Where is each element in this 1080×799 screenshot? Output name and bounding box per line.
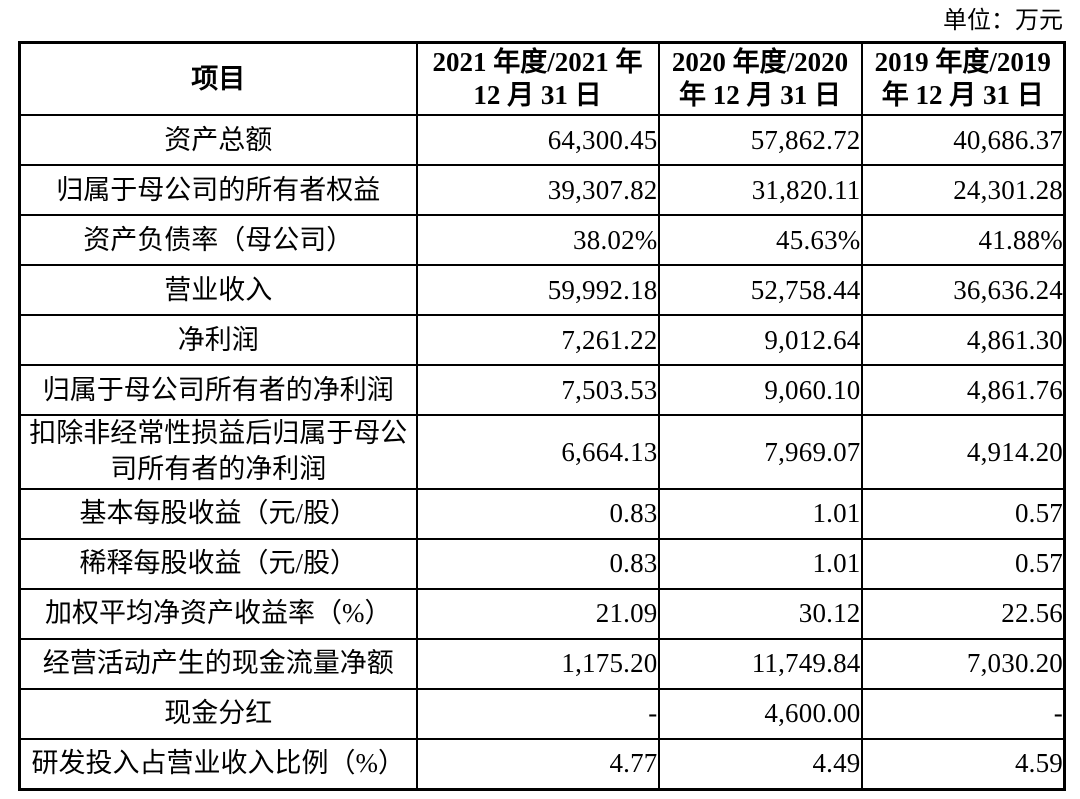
row-value: 4,914.20 [860, 414, 1066, 490]
column-header-year-2020: 2020 年度/2020 年 12 月 31 日 [657, 41, 863, 117]
column-header-line: 年 12 月 31 日 [679, 80, 841, 111]
row-label: 扣除非经常性损益后归属于母公司所有者的净利润 [18, 414, 418, 490]
row-value: 45.63% [657, 214, 863, 267]
row-value: 7,261.22 [415, 314, 660, 367]
row-value: 52,758.44 [657, 264, 863, 317]
table-row-1: 归属于母公司的所有者权益 39,307.82 31,820.11 24,301.28 [18, 164, 1066, 217]
row-value: 11,749.84 [657, 637, 863, 690]
row-value: 4.49 [657, 737, 863, 791]
table-row-3: 营业收入 59,992.18 52,758.44 36,636.24 [18, 264, 1066, 317]
table-row-10: 经营活动产生的现金流量净额 1,175.20 11,749.84 7,030.20 [18, 637, 1066, 690]
row-value: 4,600.00 [657, 687, 863, 740]
table-body: 资产总额 64,300.45 57,862.72 40,686.37 归属于母公司的所有… [18, 114, 1066, 791]
row-value: 64,300.45 [415, 114, 660, 167]
row-value: 7,030.20 [860, 637, 1066, 690]
row-value: 24,301.28 [860, 164, 1066, 217]
table-row-2: 资产负债率（母公司） 38.02% 45.63% 41.88% [18, 214, 1066, 267]
row-label: 经营活动产生的现金流量净额 [18, 637, 418, 690]
row-value: - [415, 687, 660, 740]
row-value: 4.59 [860, 737, 1066, 791]
table-row-12: 研发投入占营业收入比例（%） 4.77 4.49 4.59 [18, 737, 1066, 791]
row-value: 7,969.07 [657, 414, 863, 490]
table-row-7: 基本每股收益（元/股） 0.83 1.01 0.57 [18, 487, 1066, 540]
financial-summary-table: 项目 2021 年度/2021 年 12 月 31 日 2020 年度/2020 年 … [18, 41, 1066, 791]
row-value: 39,307.82 [415, 164, 660, 217]
row-value: 22.56 [860, 587, 1066, 640]
row-value: 9,060.10 [657, 364, 863, 417]
row-value: 9,012.64 [657, 314, 863, 367]
row-label: 营业收入 [18, 264, 418, 317]
row-value: 59,992.18 [415, 264, 660, 317]
row-label: 研发投入占营业收入比例（%） [18, 737, 418, 791]
column-header-item: 项目 [18, 41, 418, 117]
row-value: 38.02% [415, 214, 660, 267]
column-header-line: 2019 年度/2019 [874, 47, 1051, 77]
row-value: 21.09 [415, 587, 660, 640]
row-label: 资产总额 [18, 114, 418, 167]
unit-label: 单位：万元 [943, 8, 1063, 34]
table-row-8: 稀释每股收益（元/股） 0.83 1.01 0.57 [18, 537, 1066, 590]
table-row-4: 净利润 7,261.22 9,012.64 4,861.30 [18, 314, 1066, 367]
row-label: 基本每股收益（元/股） [18, 487, 418, 540]
row-value: 4,861.30 [860, 314, 1066, 367]
row-value: 1.01 [657, 487, 863, 540]
row-label: 资产负债率（母公司） [18, 214, 418, 267]
row-label: 稀释每股收益（元/股） [18, 537, 418, 590]
column-header-line: 2020 年度/2020 [671, 47, 849, 77]
row-value: 31,820.11 [657, 164, 863, 217]
column-header-line: 12 月 31 日 [473, 80, 602, 111]
row-value: 7,503.53 [415, 364, 660, 417]
table-row-9: 加权平均净资产收益率（%） 21.09 30.12 22.56 [18, 587, 1066, 640]
table-row-0: 资产总额 64,300.45 57,862.72 40,686.37 [18, 114, 1066, 167]
row-label: 归属于母公司的所有者权益 [18, 164, 418, 217]
table-header-row: 项目 2021 年度/2021 年 12 月 31 日 2020 年度/2020 年 … [18, 41, 1066, 117]
row-value: 36,636.24 [860, 264, 1066, 317]
row-value: 30.12 [657, 587, 863, 640]
row-value: 0.57 [860, 537, 1066, 590]
column-header-year-2021: 2021 年度/2021 年 12 月 31 日 [415, 41, 660, 117]
table-row-6: 扣除非经常性损益后归属于母公司所有者的净利润 6,664.13 7,969.07 4,… [18, 414, 1066, 490]
row-value: 4.77 [415, 737, 660, 791]
row-label: 现金分红 [18, 687, 418, 740]
row-value: 57,862.72 [657, 114, 863, 167]
column-header-year-2019: 2019 年度/2019 年 12 月 31 日 [860, 41, 1066, 117]
row-value: 0.83 [415, 537, 660, 590]
row-value: - [860, 687, 1066, 740]
row-value: 4,861.76 [860, 364, 1066, 417]
row-value: 40,686.37 [860, 114, 1066, 167]
column-header-line: 年 12 月 31 日 [881, 80, 1044, 111]
row-label: 净利润 [18, 314, 418, 367]
row-value: 0.57 [860, 487, 1066, 540]
row-value: 1,175.20 [415, 637, 660, 690]
column-header-line: 2021 年度/2021 年 [432, 47, 643, 77]
table-row-5: 归属于母公司所有者的净利润 7,503.53 9,060.10 4,861.76 [18, 364, 1066, 417]
row-value: 1.01 [657, 537, 863, 590]
row-value: 41.88% [860, 214, 1066, 267]
row-label: 加权平均净资产收益率（%） [18, 587, 418, 640]
row-value: 6,664.13 [415, 414, 660, 490]
table-row-11: 现金分红 -4,600.00- [18, 687, 1066, 740]
row-value: 0.83 [415, 487, 660, 540]
row-label: 归属于母公司所有者的净利润 [18, 364, 418, 417]
